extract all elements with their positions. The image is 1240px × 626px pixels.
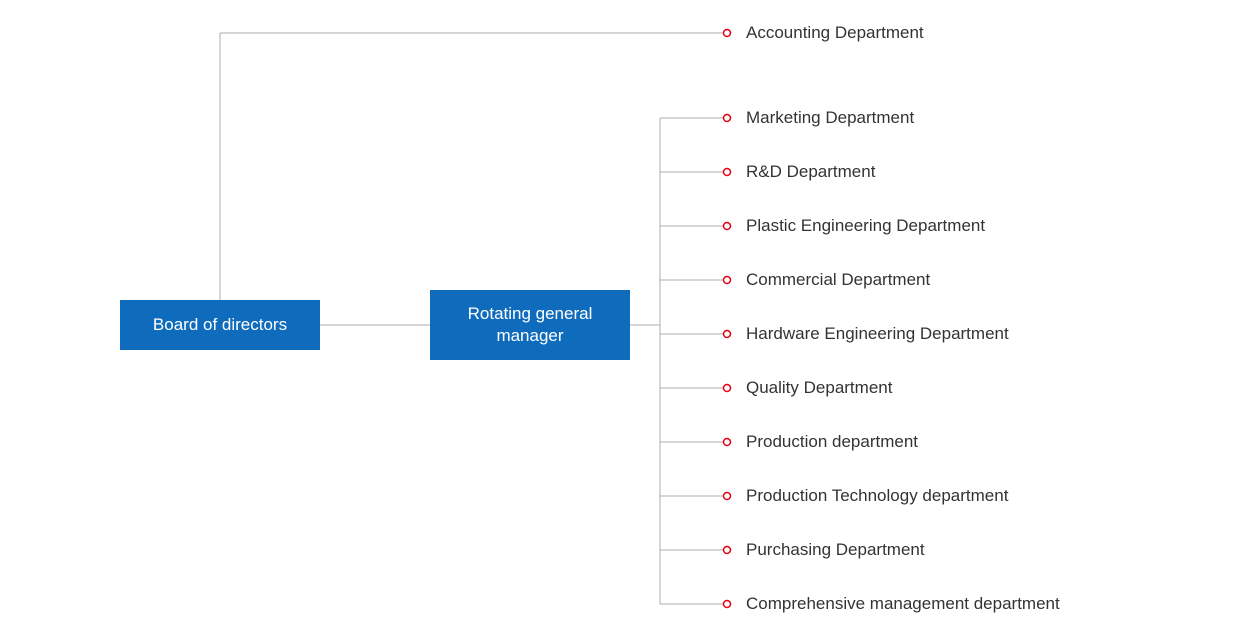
leaf-accounting: Accounting Department (746, 23, 924, 43)
leaf-4: Hardware Engineering Department (746, 324, 1009, 344)
leaf-0: Marketing Department (746, 108, 914, 128)
leaf-2: Plastic Engineering Department (746, 216, 985, 236)
leaf-1: R&D Department (746, 162, 875, 182)
leaf-8: Purchasing Department (746, 540, 925, 560)
box-rotating-general-manager: Rotating general manager (430, 290, 630, 360)
org-chart: Accounting Department Marketing Departmen… (0, 0, 1240, 626)
leaf-6: Production department (746, 432, 918, 452)
leaf-9: Comprehensive management department (746, 594, 1060, 614)
box-board-of-directors: Board of directors (120, 300, 320, 350)
leaf-5: Quality Department (746, 378, 892, 398)
leaf-7: Production Technology department (746, 486, 1008, 506)
leaf-3: Commercial Department (746, 270, 930, 290)
